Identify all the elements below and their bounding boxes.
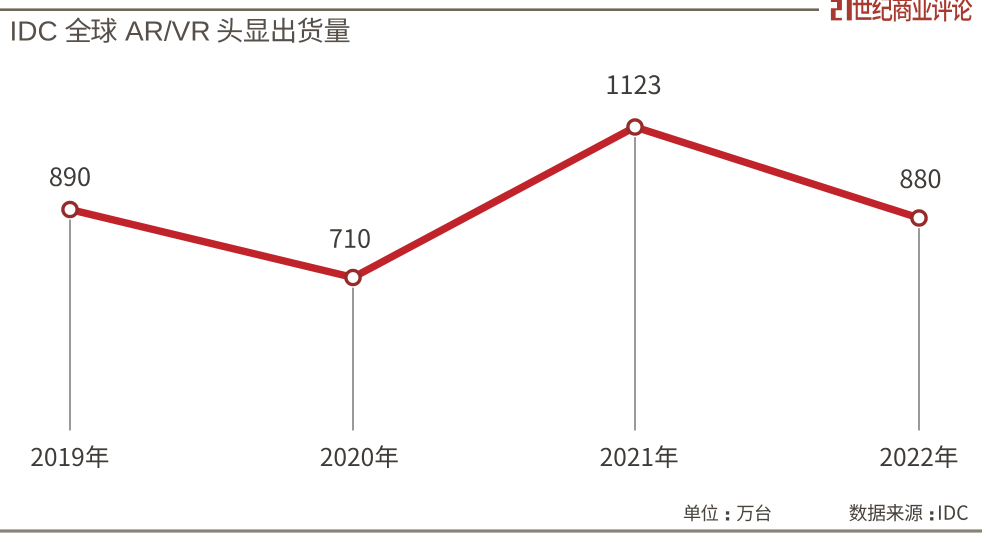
svg-text:AR/VR: AR/VR	[125, 15, 211, 46]
svg-text:IDC: IDC	[10, 15, 58, 46]
